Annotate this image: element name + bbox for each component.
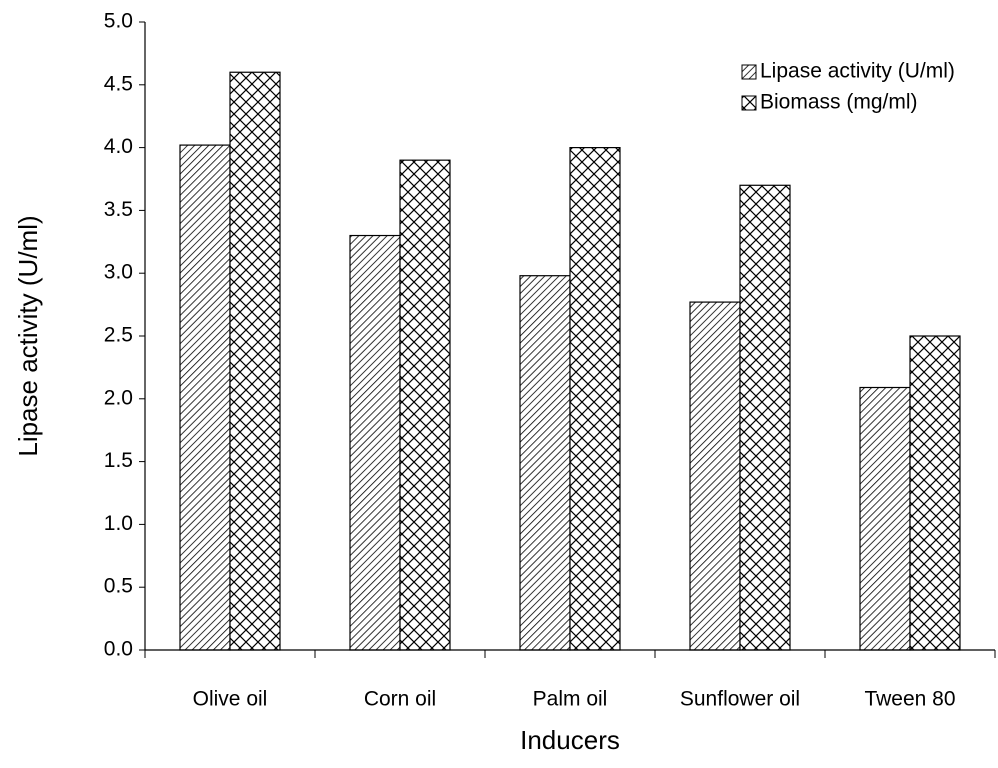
legend-label: Lipase activity (U/ml) bbox=[760, 60, 955, 83]
y-tick-label: 0.0 bbox=[104, 638, 133, 661]
bar bbox=[909, 335, 961, 651]
bar bbox=[859, 386, 911, 651]
x-tick-label: Sunflower oil bbox=[680, 688, 800, 711]
x-tick-label: Tween 80 bbox=[864, 688, 955, 711]
x-tick-label: Olive oil bbox=[193, 688, 268, 711]
x-tick-label: Palm oil bbox=[533, 688, 608, 711]
y-tick-label: 1.0 bbox=[104, 512, 133, 535]
x-axis-title: Inducers bbox=[520, 725, 620, 755]
legend-swatch bbox=[741, 95, 757, 111]
bar bbox=[179, 144, 231, 651]
bar bbox=[689, 301, 741, 651]
bar bbox=[519, 275, 571, 651]
x-tick-label: Corn oil bbox=[364, 688, 436, 711]
y-tick-label: 1.5 bbox=[104, 449, 133, 472]
y-tick-label: 4.5 bbox=[104, 72, 133, 95]
y-tick-label: 0.5 bbox=[104, 575, 133, 598]
legend-label: Biomass (mg/ml) bbox=[760, 91, 918, 114]
y-tick-label: 4.0 bbox=[104, 135, 133, 158]
legend-swatch bbox=[741, 64, 757, 80]
y-axis-title: Lipase activity (U/ml) bbox=[13, 215, 43, 456]
y-tick-label: 3.0 bbox=[104, 261, 133, 284]
bar bbox=[349, 234, 401, 651]
bar bbox=[399, 159, 451, 651]
y-tick-label: 2.0 bbox=[104, 386, 133, 409]
bar bbox=[569, 147, 621, 651]
y-tick-label: 2.5 bbox=[104, 324, 133, 347]
bar bbox=[739, 184, 791, 651]
y-tick-label: 5.0 bbox=[104, 10, 133, 33]
bar bbox=[229, 71, 281, 651]
y-tick-label: 3.5 bbox=[104, 198, 133, 221]
